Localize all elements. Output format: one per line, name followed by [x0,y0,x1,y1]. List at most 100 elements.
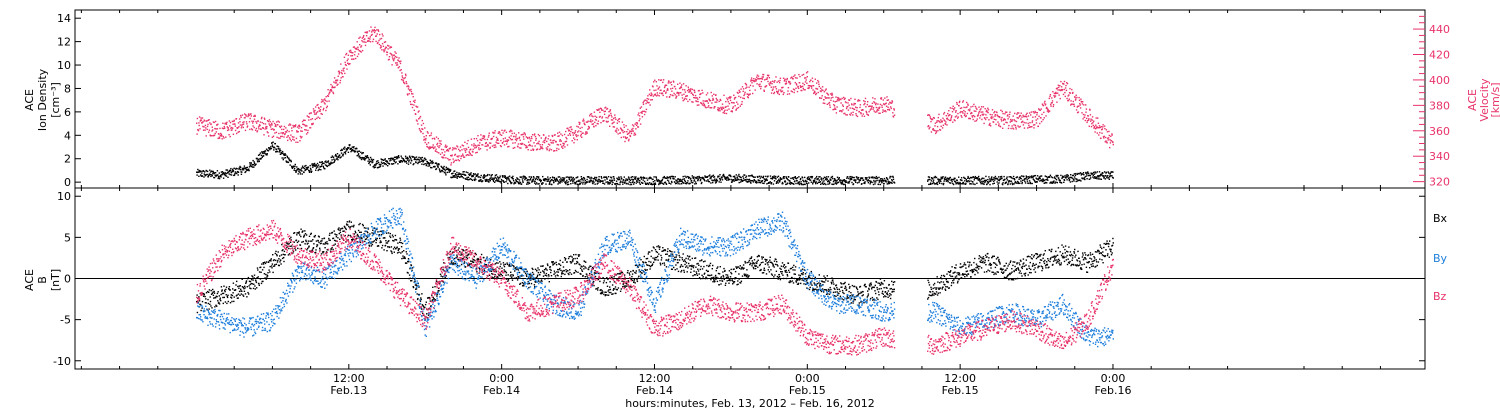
data-point [292,126,295,128]
data-point [499,177,501,179]
data-point [1007,181,1010,183]
data-point [1068,179,1070,182]
data-point [882,109,884,111]
data-point [1060,88,1062,91]
data-point [468,154,470,156]
data-point [644,177,646,179]
data-point [544,138,546,140]
data-point [840,98,842,101]
data-point [847,109,850,111]
data-point [763,182,765,185]
data-point [199,171,201,173]
data-point [426,163,428,165]
data-point [783,177,785,180]
data-point [219,134,221,137]
data-point [571,178,573,180]
data-point [1028,180,1031,182]
data-point [247,115,249,118]
data-point [803,181,805,183]
data-point [616,127,618,130]
data-point [349,148,351,150]
data-point [512,175,514,178]
data-point [891,179,893,181]
data-point [744,91,746,94]
data-point [1002,119,1005,122]
data-point [708,175,710,177]
data-point [1055,181,1057,183]
data-point [1107,175,1109,177]
data-point [847,105,849,108]
data-point [1023,179,1025,181]
data-point [511,177,514,180]
data-point [853,104,855,106]
data-point [261,121,263,124]
data-point [333,158,335,160]
data-point [229,121,232,124]
data-point [471,154,473,157]
data-point [211,130,213,132]
data-point [368,30,371,32]
data-point [518,136,521,138]
data-point [365,157,367,160]
data-point [385,160,388,162]
data-point [836,99,839,101]
data-point [546,180,549,182]
data-point [230,126,233,129]
data-point [795,83,798,85]
data-point [968,117,970,120]
data-point [375,162,378,164]
data-point [479,148,482,150]
data-point [953,178,955,181]
data-point [534,135,537,138]
data-point [747,179,749,181]
data-point [603,110,605,113]
data-point [704,175,706,177]
data-point [346,148,348,151]
data-point [229,173,231,176]
data-point [1024,178,1026,180]
data-point [347,151,350,153]
data-point [456,171,458,174]
data-point [869,183,871,185]
data-point [332,92,335,95]
data-point [524,144,527,147]
data-point [606,177,608,179]
data-point [488,132,490,134]
data-point [540,179,542,182]
data-point [551,142,553,144]
data-point [570,176,573,178]
data-point [503,181,505,183]
data-point [803,89,805,91]
data-point [284,157,287,159]
data-point [992,178,994,180]
data-point [276,145,278,147]
data-point [781,178,783,180]
data-point [978,175,980,178]
data-point [290,134,292,136]
data-point [1031,182,1033,185]
data-point [530,149,532,151]
data-point [1050,176,1053,178]
data-point [322,100,324,103]
data-point [858,181,860,184]
data-point [697,100,699,103]
data-point [845,180,847,182]
data-point [357,48,359,51]
data-point [957,181,959,184]
data-point [842,179,844,182]
data-point [288,137,291,139]
data-point [316,162,319,165]
data-point [213,176,216,179]
data-point [835,181,837,183]
data-point [388,56,391,58]
data-point [752,92,754,95]
data-point [524,134,526,136]
data-point [1076,96,1078,99]
data-point [238,167,241,169]
data-point [330,89,332,91]
data-point [602,180,604,182]
data-point [999,176,1002,178]
data-point [1052,104,1055,106]
data-point [319,110,321,112]
data-point [271,124,273,126]
